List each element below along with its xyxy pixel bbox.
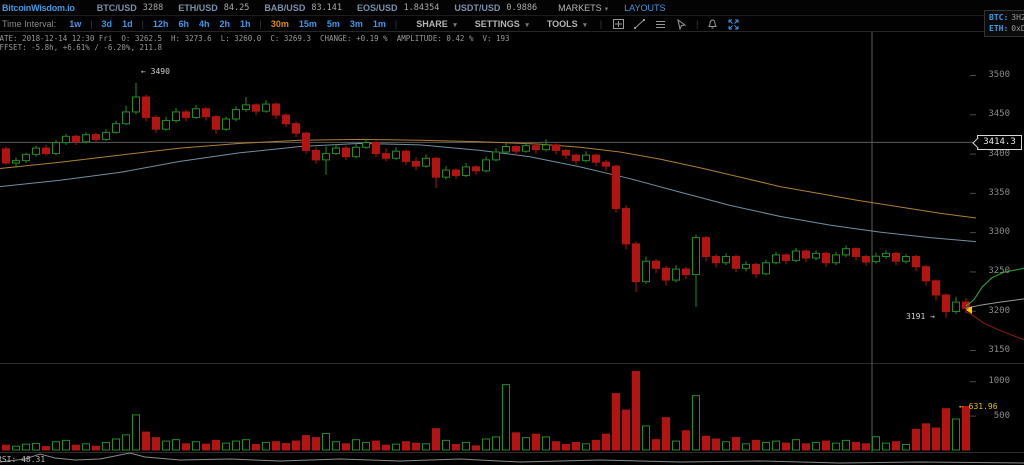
interval-5m[interactable]: 5m [326, 18, 340, 29]
info-field: V: 193 [482, 34, 510, 43]
ticker-item[interactable]: EOS/USD 1.84354 [357, 3, 439, 13]
interval-selector: 1w | 3d 1d | 12h 6h 4h 2h 1h | 30m 15m 5m 3m 1m [69, 18, 386, 29]
candlestick-chart[interactable] [0, 32, 1024, 465]
ticker-price: 1.84354 [403, 2, 440, 13]
info-field: CHANGE: +0.19 % [319, 34, 388, 43]
brand-logo[interactable]: BitcoinWisdom.io [2, 2, 75, 13]
price-axis-label: 3500 [988, 70, 1010, 80]
interval-1h[interactable]: 1h [239, 18, 251, 29]
ticker-price: 3288 [142, 2, 164, 13]
interval-1w[interactable]: 1w [69, 18, 82, 29]
price-axis-label: 3400 [988, 148, 1010, 159]
chevron-down-icon: ▾ [525, 21, 529, 29]
interval-3m[interactable]: 3m [349, 18, 363, 29]
info-field: OFFSET: -5.8h, +6.61% / -6.20%, 211.8 [0, 43, 163, 52]
price-axis-label: 3250 [988, 266, 1010, 277]
info-field: L: 3260.0 [220, 34, 262, 43]
ticker-price: 83.141 [311, 2, 343, 13]
current-volume-label: ← 631.96 [959, 402, 998, 411]
chevron-down-icon: ▾ [604, 5, 609, 13]
last-price-arrow-icon [966, 305, 972, 314]
offset-info-line: OFFSET: -5.8h, +6.61% / -6.20%, 211.8 [0, 43, 171, 52]
interval-label: Time Interval: [2, 18, 57, 29]
info-field: C: 3269.3 [270, 34, 311, 43]
price-axis-label: 3450 [988, 109, 1010, 120]
ticker-price: 0.9886 [506, 2, 538, 13]
ohlc-info-line: DATE: 2018-12-14 12:30 Fri O: 3262.5 H: 32… [0, 34, 519, 43]
ticker-item[interactable]: BAB/USD 83.141 [264, 3, 342, 13]
interval-15m[interactable]: 15m [298, 18, 317, 29]
interval-6h[interactable]: 6h [178, 18, 189, 29]
ticker-symbol: ETH/USD [178, 2, 218, 13]
address-info-box: BTC:3H24 ETH:0xD6 [984, 10, 1024, 37]
ticker-item[interactable]: USDT/USD 0.9886 [454, 3, 537, 13]
bell-icon[interactable] [706, 18, 719, 30]
ticker-symbol: BAB/USD [264, 2, 306, 13]
tool-icon-group: | [608, 18, 744, 30]
trendline-tool-icon[interactable] [633, 18, 646, 30]
interval-30m[interactable]: 30m [270, 18, 289, 29]
high-annotation: ← 3490 [141, 67, 170, 76]
interval-3d[interactable]: 3d [101, 18, 113, 29]
price-axis-label: 3150 [988, 344, 1010, 355]
btc-address-row: BTC:3H24 [989, 13, 1024, 22]
info-field: H: 3273.6 [171, 34, 212, 43]
ticker-symbol: BTC/USD [96, 2, 137, 13]
rsi-indicator-label: RSI: 48.31 [0, 455, 46, 464]
volume-axis-label: 500 [993, 410, 1010, 421]
ticker-list: BTC/USD 3288 ETH/USD 84.25 BAB/USD 83.141 EOS/… [97, 3, 552, 13]
horizontal-line-tool-icon[interactable] [654, 18, 667, 30]
share-menu[interactable]: SHARE ▾ [416, 18, 457, 29]
crosshair-tool-icon[interactable] [612, 18, 625, 30]
top-ticker-bar: BitcoinWisdom.io BTC/USD 3288 ETH/USD 84.25… [0, 0, 1024, 16]
volume-axis-label: 1000 [988, 376, 1010, 387]
ticker-symbol: EOS/USD [357, 2, 398, 13]
interval-12h[interactable]: 12h [152, 18, 169, 29]
chevron-down-icon: ▾ [453, 21, 457, 29]
chart-area[interactable]: DATE: 2018-12-14 12:30 Fri O: 3262.5 H: 32… [0, 32, 1024, 465]
eth-address-row: ETH:0xD6 [989, 24, 1024, 33]
ticker-price: 84.25 [223, 2, 250, 13]
ticker-item[interactable]: ETH/USD 84.25 [178, 3, 249, 13]
chart-toolbar: Time Interval: 1w | 3d 1d | 12h 6h 4h 2h 1h | 30m 15… [0, 16, 1024, 32]
interval-4h[interactable]: 4h [198, 18, 210, 29]
interval-1d[interactable]: 1d [122, 18, 133, 29]
toolbar-menus: SHARE ▾ SETTINGS ▾ TOOLS ▾ [407, 19, 595, 29]
crosshair-price-label: 3414.3 [977, 135, 1022, 151]
low-annotation: 3191 → [906, 312, 935, 321]
chevron-down-icon: ▾ [583, 21, 587, 29]
ticker-item[interactable]: BTC/USD 3288 [97, 3, 163, 13]
layouts-link[interactable]: LAYOUTS [624, 2, 666, 13]
settings-menu[interactable]: SETTINGS ▾ [474, 18, 529, 29]
ticker-symbol: USDT/USD [454, 2, 501, 13]
interval-1m[interactable]: 1m [372, 18, 386, 29]
markets-menu[interactable]: MARKETS ▾ [558, 2, 609, 13]
info-field: O: 3262.5 [121, 34, 163, 43]
interval-2h[interactable]: 2h [219, 18, 230, 29]
price-axis-label: 3200 [988, 305, 1010, 316]
price-axis-label: 3350 [988, 187, 1010, 198]
fullscreen-icon[interactable] [727, 18, 740, 30]
info-field: AMPLITUDE: 0.42 % [396, 34, 474, 43]
tools-menu[interactable]: TOOLS ▾ [546, 18, 587, 29]
price-axis-label: 3300 [988, 227, 1010, 238]
info-field: DATE: 2018-12-14 12:30 Fri [0, 34, 113, 43]
pointer-tool-icon[interactable] [675, 18, 688, 30]
